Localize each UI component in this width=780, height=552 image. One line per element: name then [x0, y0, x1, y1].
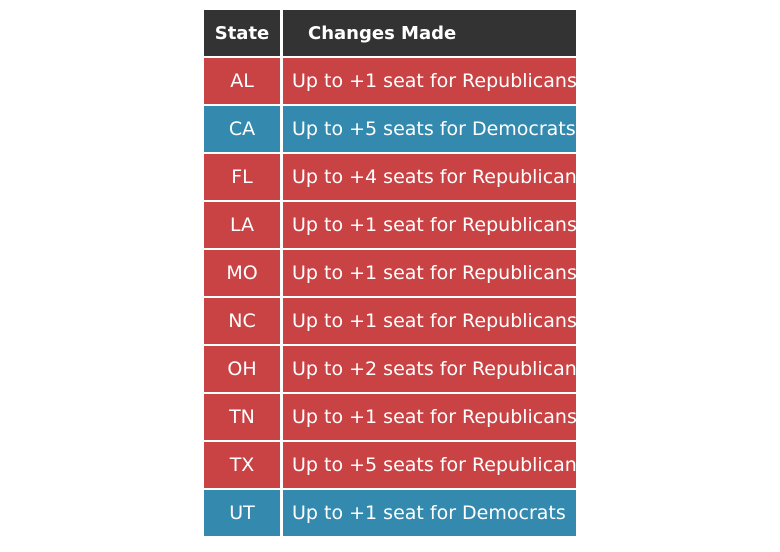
changes-column-header: Changes Made — [283, 10, 576, 56]
table-row: NC Up to +1 seat for Republicans — [204, 298, 577, 344]
state-cell: TN — [204, 394, 280, 440]
table-row: CA Up to +5 seats for Democrats — [204, 106, 576, 152]
state-cell: CA — [204, 106, 280, 152]
change-cell: Up to +1 seat for Republicans — [283, 202, 577, 248]
table-row: OH Up to +2 seats for Republicans — [204, 346, 587, 392]
table-row: AL Up to +1 seat for Republicans — [204, 58, 577, 104]
state-cell: MO — [204, 250, 280, 296]
change-cell: Up to +5 seats for Republicans — [283, 442, 587, 488]
state-cell: TX — [204, 442, 280, 488]
table-row: LA Up to +1 seat for Republicans — [204, 202, 577, 248]
change-cell: Up to +4 seats for Republicans — [283, 154, 587, 200]
table-header-row: State Changes Made — [204, 10, 576, 56]
table-row: TX Up to +5 seats for Republicans — [204, 442, 587, 488]
change-cell: Up to +2 seats for Republicans — [283, 346, 587, 392]
state-cell: NC — [204, 298, 280, 344]
change-cell: Up to +1 seat for Democrats — [283, 490, 576, 536]
state-cell: OH — [204, 346, 280, 392]
state-cell: AL — [204, 58, 280, 104]
state-cell: FL — [204, 154, 280, 200]
change-cell: Up to +1 seat for Republicans — [283, 250, 577, 296]
change-cell: Up to +1 seat for Republicans — [283, 394, 577, 440]
table-row: UT Up to +1 seat for Democrats — [204, 490, 576, 536]
table-body: AL Up to +1 seat for Republicans CA Up to +… — [204, 58, 587, 536]
table-row: FL Up to +4 seats for Republicans — [204, 154, 587, 200]
state-column-header: State — [204, 10, 280, 56]
table-row: MO Up to +1 seat for Republicans — [204, 250, 577, 296]
change-cell: Up to +5 seats for Democrats — [283, 106, 576, 152]
state-cell: UT — [204, 490, 280, 536]
change-cell: Up to +1 seat for Republicans — [283, 298, 577, 344]
change-cell: Up to +1 seat for Republicans — [283, 58, 577, 104]
table-row: TN Up to +1 seat for Republicans — [204, 394, 577, 440]
redistricting-table: State Changes Made AL Up to +1 seat for R… — [204, 10, 587, 538]
state-cell: LA — [204, 202, 280, 248]
